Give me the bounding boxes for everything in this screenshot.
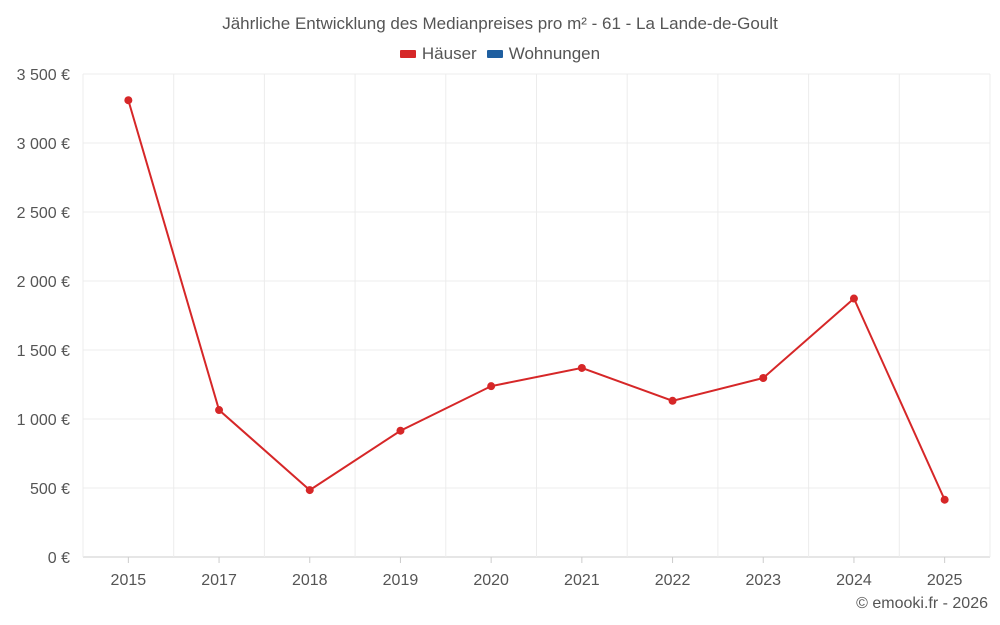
legend-label-apartments: Wohnungen xyxy=(508,44,601,63)
y-tick-label: 2 000 € xyxy=(17,274,70,291)
chart-title: Jährliche Entwicklung des Medianpreises … xyxy=(222,14,778,33)
chart-legend: Häuser Wohnungen xyxy=(0,44,1000,64)
x-tick-label: 2019 xyxy=(383,572,419,589)
data-point xyxy=(487,382,496,391)
x-tick-label: 2022 xyxy=(655,572,691,589)
legend-item-houses[interactable]: Häuser xyxy=(399,44,477,64)
legend-label-houses: Häuser xyxy=(421,44,477,63)
y-tick-label: 0 € xyxy=(48,550,70,567)
x-tick-label: 2024 xyxy=(836,572,872,589)
data-point xyxy=(577,363,586,372)
data-point xyxy=(305,486,314,495)
y-tick-label: 3 000 € xyxy=(17,136,70,153)
x-tick-label: 2023 xyxy=(745,572,781,589)
x-tick-label: 2020 xyxy=(473,572,509,589)
data-point xyxy=(759,374,768,383)
y-tick-label: 500 € xyxy=(30,481,70,498)
data-point xyxy=(940,495,949,504)
y-tick-label: 1 500 € xyxy=(17,343,70,360)
y-tick-label: 1 000 € xyxy=(17,412,70,429)
data-point xyxy=(396,426,405,435)
data-point xyxy=(215,406,224,415)
x-tick-label: 2015 xyxy=(111,572,147,589)
data-point xyxy=(668,396,677,405)
x-tick-label: 2017 xyxy=(201,572,237,589)
y-tick-label: 3 500 € xyxy=(17,67,70,84)
y-tick-label: 2 500 € xyxy=(17,205,70,222)
credit-text: © emooki.fr - 2026 xyxy=(856,595,988,612)
data-point xyxy=(849,294,858,303)
data-point xyxy=(124,96,133,105)
legend-swatch-apartments xyxy=(486,50,503,58)
x-tick-label: 2025 xyxy=(927,572,963,589)
legend-swatch-houses xyxy=(399,50,416,58)
x-tick-label: 2021 xyxy=(564,572,600,589)
x-tick-label: 2018 xyxy=(292,572,328,589)
series-line-houses xyxy=(127,99,946,501)
legend-item-apartments[interactable]: Wohnungen xyxy=(486,44,601,64)
